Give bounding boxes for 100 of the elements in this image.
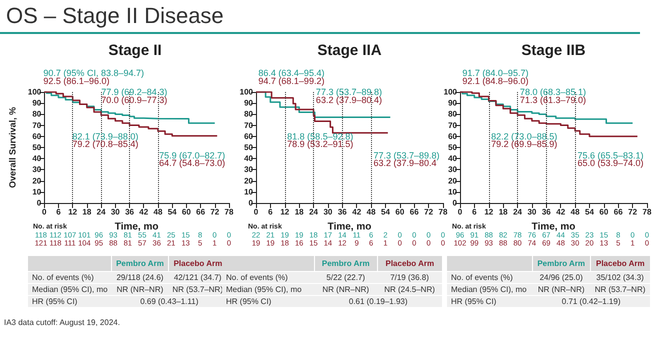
x-tick-label: 42: [139, 208, 149, 216]
annotation: 79.2 (69.9–85.9): [491, 139, 558, 150]
text: 29/118 (24.6): [112, 272, 168, 284]
x-tick-label: 24: [513, 208, 523, 216]
y-tick-label: 60: [32, 132, 42, 141]
annotation: 75.9 (67.0–82.7): [159, 150, 226, 160]
x-tick-label: 42: [352, 208, 362, 216]
text: Placebo Arm: [168, 256, 227, 272]
y-tick-label: 90: [448, 98, 458, 108]
y-tick-label: 70: [32, 120, 42, 130]
y-tick-label: 80: [244, 110, 254, 119]
y-tick-label: 40: [448, 154, 458, 164]
x-tick-label: 36: [125, 208, 135, 216]
y-tick-label: 80: [32, 110, 42, 119]
text: 0.61 (0.19–1.93): [314, 296, 442, 307]
chart-title: Stage II: [108, 42, 162, 59]
x-tick-label: 78: [224, 208, 234, 216]
text: 86.4 (63.4–95.4): [258, 68, 324, 78]
y-tick-label: 70: [448, 120, 458, 130]
x-tick-label: 54: [585, 208, 594, 216]
text: No. of events (%): [28, 272, 112, 284]
text: Median (95% CI), mo: [28, 284, 112, 296]
annotation: 77.3 (53.7–89.8): [316, 87, 382, 97]
text: NR (NR–NR): [532, 284, 590, 296]
y-tick-label: 80: [448, 110, 458, 119]
text: NR (53.7–NR): [590, 284, 650, 296]
annotation: 82.2 (73.0–88.5): [491, 131, 558, 142]
text: 35/102 (34.3): [590, 272, 650, 284]
y-tick-label: 30: [244, 165, 254, 174]
x-tick-label: 42: [556, 208, 566, 216]
text: NR (NR–NR): [112, 284, 168, 296]
y-tick-label: 90: [244, 98, 254, 108]
text: 42/121 (34.7): [168, 272, 227, 284]
x-axis-title: Time, mo: [328, 222, 372, 232]
x-axis-title: Time, mo: [114, 222, 158, 232]
x-tick-label: 78: [642, 208, 652, 216]
chart-title: Stage IIA: [317, 42, 382, 59]
annotation: 77.9 (69.2–84.3): [101, 87, 168, 97]
y-tick-label: 60: [244, 132, 254, 141]
text: No. of events (%): [222, 272, 314, 284]
text: Placebo Arm: [590, 256, 650, 272]
annotation: 78.9 (53.2–91.5): [287, 139, 354, 150]
annotation: 82.1 (73.9–88.0): [72, 131, 138, 142]
text: HR (95% CI): [222, 296, 314, 307]
annotation: 64.7 (54.8–73.0): [159, 158, 226, 168]
y-tick-label: 90: [32, 98, 42, 108]
x-tick-label: 6: [472, 208, 478, 216]
x-tick-label: 66: [196, 208, 206, 216]
x-tick-label: 18: [82, 208, 92, 216]
text: 0.71 (0.42–1.19): [532, 296, 650, 307]
annotation: 65.0 (53.9–74.0): [577, 158, 644, 168]
text: 5/22 (22.7): [314, 272, 378, 284]
y-axis-title: Overall Survival, %: [8, 106, 18, 188]
x-tick-label: 30: [110, 208, 120, 216]
x-tick-label: 18: [498, 208, 508, 216]
text: HR (95% CI): [28, 296, 112, 307]
y-tick-label: 100: [240, 88, 254, 96]
y-tick-label: 20: [244, 176, 254, 186]
y-tick-label: 50: [244, 143, 254, 152]
text: Median (95% CI), mo: [447, 284, 532, 296]
x-tick-label: 60: [182, 208, 192, 216]
x-tick-label: 12: [280, 208, 290, 216]
text: No. of events (%): [447, 272, 532, 284]
text: 0.69 (0.43–1.11): [112, 296, 227, 307]
x-tick-label: 48: [153, 208, 163, 216]
x-axis-title: Time, mo: [532, 222, 576, 232]
annotation: 81.8 (58.5–92.8): [287, 131, 354, 142]
x-tick-label: 6: [268, 208, 274, 216]
x-tick-label: 48: [570, 208, 580, 216]
x-tick-label: 30: [527, 208, 537, 216]
y-tick-label: 20: [448, 176, 458, 186]
x-tick-label: 66: [614, 208, 624, 216]
x-tick-label: 54: [381, 208, 390, 216]
y-tick-label: 50: [32, 143, 42, 152]
x-tick-label: 72: [424, 208, 434, 216]
x-tick-label: 54: [168, 208, 178, 216]
text: 24/96 (25.0): [532, 272, 590, 284]
y-tick-label: 10: [448, 187, 458, 196]
x-tick-label: 12: [68, 208, 78, 216]
y-tick-label: 50: [448, 143, 458, 152]
x-tick-label: 6: [56, 208, 62, 216]
x-tick-label: 60: [599, 208, 609, 216]
x-tick-label: 66: [410, 208, 420, 216]
x-tick-label: 72: [210, 208, 220, 216]
annotation: 78.0 (68.3–85.1): [520, 87, 586, 97]
text: 91.7 (84.0–95.7): [462, 68, 528, 78]
x-tick-label: 12: [484, 208, 494, 216]
x-tick-label: 72: [628, 208, 638, 216]
x-tick-label: 36: [542, 208, 552, 216]
y-tick-label: 70: [244, 120, 254, 130]
y-tick-label: 100: [28, 88, 42, 96]
text: HR (95% CI): [447, 296, 532, 307]
y-tick-label: 40: [32, 154, 42, 164]
y-tick-label: 30: [448, 165, 458, 174]
y-tick-label: 40: [244, 154, 254, 164]
x-tick-label: 24: [309, 208, 319, 216]
annotation: 77.3 (53.7–89.8): [373, 150, 440, 160]
text: NR (53.7–NR): [168, 284, 227, 296]
text: Pembro Arm: [532, 256, 590, 272]
text: OS – Stage II Disease: [6, 3, 224, 29]
